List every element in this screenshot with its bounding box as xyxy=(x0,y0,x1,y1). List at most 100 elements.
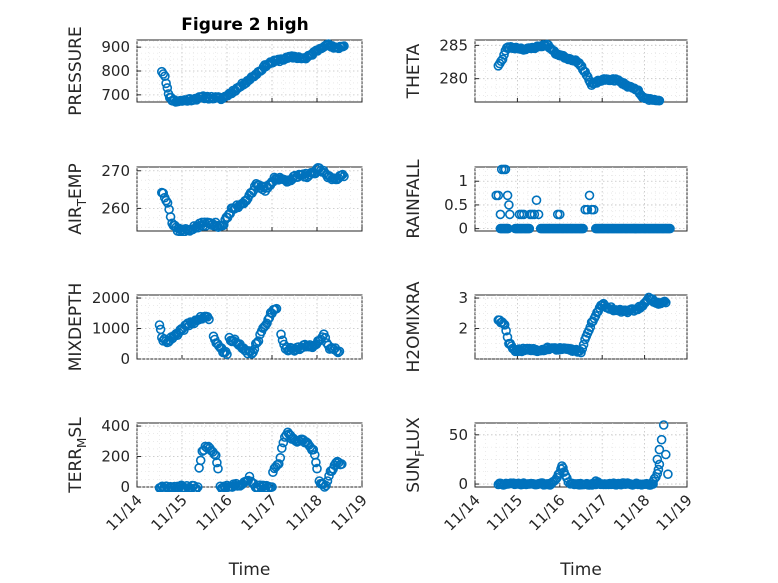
x-tick-label: 11/17 xyxy=(238,491,281,534)
data-point xyxy=(290,344,301,355)
subplot-mixdepth: 0 1000 2000 MIXDEPTH xyxy=(66,283,363,372)
data-point xyxy=(502,190,513,201)
data-point xyxy=(658,420,669,430)
data-point xyxy=(654,95,665,106)
data-point xyxy=(649,473,660,484)
data-point xyxy=(592,307,602,318)
data-point xyxy=(495,209,506,220)
y-tick-label: 400 xyxy=(101,417,130,435)
y-tick-label: 0 xyxy=(458,475,468,493)
data-point xyxy=(212,457,222,468)
data-point xyxy=(504,200,514,210)
data-point xyxy=(247,349,257,359)
x-tick-label: 11/18 xyxy=(610,491,653,534)
data-point xyxy=(267,482,277,492)
y-tick-label: 50 xyxy=(449,426,468,444)
x-tick-label: 11/16 xyxy=(525,491,568,534)
data-point xyxy=(204,314,214,325)
data-point xyxy=(251,338,261,349)
data-point xyxy=(308,444,319,455)
data-point xyxy=(585,322,596,333)
data-point xyxy=(577,343,588,354)
data-point xyxy=(656,434,667,445)
y-tick-label: 3 xyxy=(458,289,468,307)
data-point xyxy=(322,476,333,486)
data-point xyxy=(554,209,565,220)
data-point xyxy=(652,468,663,479)
data-point xyxy=(652,454,663,465)
data-point xyxy=(271,303,282,314)
data-point xyxy=(253,336,264,346)
data-point xyxy=(165,212,176,222)
data-point xyxy=(660,449,671,460)
data-point xyxy=(276,329,286,340)
data-point xyxy=(654,459,665,470)
data-point xyxy=(533,209,544,220)
data-point xyxy=(665,223,675,234)
data-point xyxy=(593,477,603,487)
subplot-rainfall: 0 0.5 1 RAINFALL xyxy=(404,159,688,239)
data-point xyxy=(499,319,510,330)
y-axis-label: SUNFLUX xyxy=(404,417,427,493)
data-point xyxy=(500,164,511,175)
x-tick-label: 11/19 xyxy=(328,491,371,534)
subplot-terr: 0 200 400 11/14 11/15 11/16 11/17 11/18 11/19 Tim… xyxy=(66,417,371,580)
data-point xyxy=(339,171,349,182)
y-axis-label: PRESSURE xyxy=(66,26,86,115)
x-axis-label: Time xyxy=(228,560,271,580)
x-tick-label: 11/17 xyxy=(568,491,611,534)
data-point xyxy=(524,223,535,234)
data-point xyxy=(321,480,331,491)
x-tick-label: 11/15 xyxy=(483,491,526,534)
x-tick-label: 11/19 xyxy=(653,491,696,534)
subplot-pressure: 700 800 900 PRESSURE xyxy=(66,26,363,116)
data-point xyxy=(584,190,595,201)
data-series xyxy=(491,164,675,234)
figure-title: Figure 2 high xyxy=(181,15,309,35)
y-axis-label: MIXDEPTH xyxy=(66,283,86,372)
subplot-grid: 700 800 900 PRESSURE 280 285 THETA 260 270 AIRTEM… xyxy=(66,26,696,580)
y-tick-label: 200 xyxy=(101,448,130,466)
y-tick-label: 1000 xyxy=(92,320,130,338)
subplot-air: 260 270 AIRTEMP xyxy=(66,162,363,236)
data-point xyxy=(497,317,507,327)
data-point xyxy=(333,347,343,358)
data-point xyxy=(213,463,223,474)
data-point xyxy=(497,54,508,65)
data-point xyxy=(273,459,284,469)
y-tick-label: 2000 xyxy=(92,289,130,307)
data-point xyxy=(653,464,664,475)
data-point xyxy=(337,169,348,180)
data-point xyxy=(663,469,673,480)
data-point xyxy=(578,223,588,234)
data-point xyxy=(277,335,288,346)
y-tick-label: 285 xyxy=(439,36,468,54)
y-tick-label: 700 xyxy=(101,86,130,104)
data-point xyxy=(162,198,173,208)
data-point xyxy=(158,69,169,79)
data-point xyxy=(270,462,281,472)
y-tick-label: 280 xyxy=(439,70,468,88)
y-axis-label: RAINFALL xyxy=(404,159,424,239)
data-point xyxy=(493,190,504,201)
data-point xyxy=(191,484,202,492)
data-point xyxy=(501,325,511,336)
data-series xyxy=(493,420,673,490)
x-tick-label: 11/15 xyxy=(148,491,191,534)
data-point xyxy=(339,41,349,51)
data-point xyxy=(193,482,203,492)
data-point xyxy=(334,346,345,357)
y-tick-label: 0 xyxy=(120,478,130,496)
data-series xyxy=(493,39,665,106)
data-point xyxy=(324,471,334,481)
data-point xyxy=(252,337,262,348)
data-series xyxy=(157,163,349,236)
y-tick-label: 800 xyxy=(101,62,130,80)
x-tick-label: 11/18 xyxy=(283,491,326,534)
data-point xyxy=(209,449,220,460)
data-series xyxy=(157,39,349,107)
subplot-h2omixra: 2 3 H2OMIXRA xyxy=(404,281,688,373)
data-point xyxy=(275,452,286,463)
data-point xyxy=(162,83,173,93)
